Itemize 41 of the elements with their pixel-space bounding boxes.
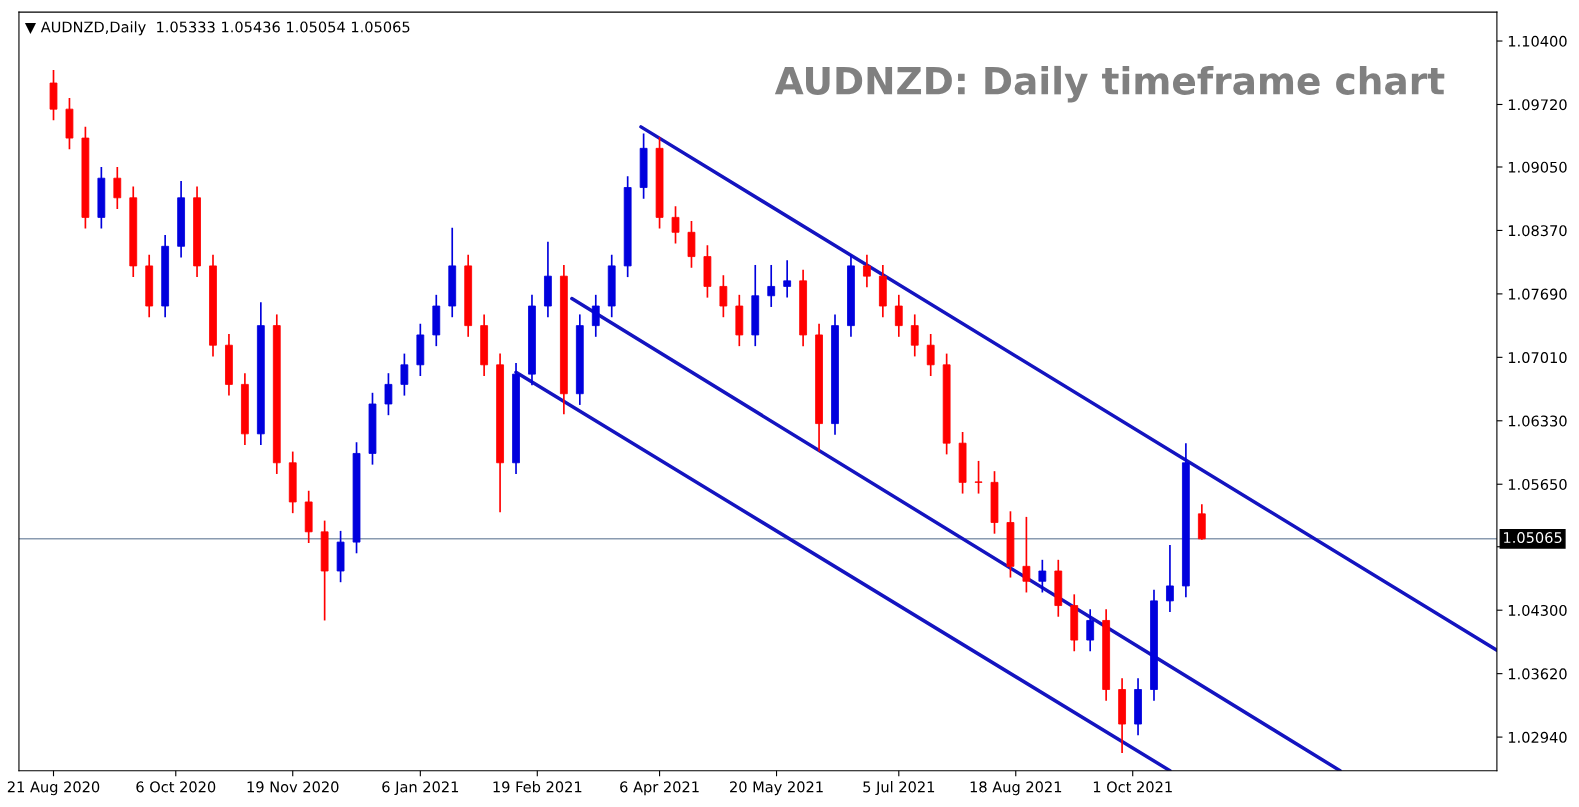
candlestick [974,460,983,495]
candlestick [1022,516,1031,594]
y-tick-label: 1.10400 [1508,35,1567,47]
x-tick-label: 5 Jul 2021 [863,781,935,796]
x-tick-label: 20 May 2021 [730,781,823,796]
ref-line-label: 1.05065 [1504,532,1562,544]
annotation: ▼ AUDNZD,Daily 1.05333 1.05436 1.05054 1.05065 [24,21,410,36]
candlestick [671,205,680,245]
candlestick [384,372,393,417]
candlestick [113,166,122,210]
candlestick [767,264,776,308]
x-tick-label: 19 Nov 2020 [247,781,339,793]
candlestick [910,313,919,358]
y-tick-label: 1.04300 [1508,604,1567,616]
candlestick [894,293,903,338]
x-tick-label: 18 Aug 2021 [970,781,1062,796]
x-tick-label: 6 Apr 2021 [620,781,699,796]
y-tick-label: 1.07690 [1508,288,1567,300]
y-tick-label: 1.07010 [1508,352,1567,364]
candlestick [863,253,871,289]
y-tick-label: 1.09050 [1508,161,1567,173]
candlestick [400,352,409,397]
candlestick [1086,608,1095,653]
x-tick-label: 6 Jan 2021 [382,781,459,796]
y-tick-label: 1.06330 [1508,415,1567,427]
candlestick [783,259,792,299]
y-tick-label: 1.08370 [1508,225,1567,237]
text: AUDNZD: Daily timeframe chart [774,65,1445,103]
y-tick-label: 1.03620 [1508,668,1567,680]
x-tick-label: 1 Oct 2021 [1093,781,1172,793]
candlestick [591,293,600,338]
x-tick-label: 6 Oct 2020 [136,781,216,793]
y-tick-label: 1.05650 [1508,478,1567,490]
x-tick-label: 21 Aug 2020 [7,781,100,796]
candlestick [926,333,935,377]
candlestick [1166,544,1174,613]
candlestick [719,274,728,319]
candlestick [1038,558,1047,594]
y-tick-label: 1.09720 [1508,99,1567,111]
x-tick-label: 19 Feb 2021 [493,781,582,793]
y-tick-label: 1.02940 [1508,731,1567,743]
